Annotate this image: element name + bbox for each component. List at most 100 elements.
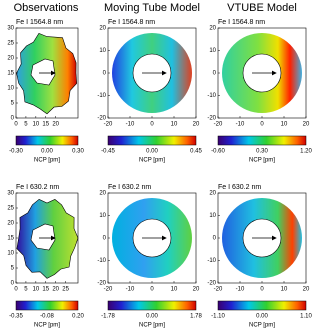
y-tick-label: -20 [97, 281, 106, 287]
colorbar-tick-label: 0.00 [146, 149, 158, 155]
y-tick-label: 20 [209, 26, 216, 32]
line-label: Fe I 1564.8 nm [108, 19, 155, 26]
y-tick-label: 30 [7, 26, 14, 32]
y-tick-label: 25 [7, 206, 14, 212]
line-label: Fe I 630.2 nm [218, 184, 261, 191]
x-tick-label: 10 [32, 122, 39, 128]
umbra [30, 58, 56, 86]
y-tick-label: 0 [213, 71, 217, 77]
x-tick-label: 0 [14, 122, 18, 128]
x-tick-label: -10 [126, 287, 135, 293]
x-tick-label: 5 [24, 287, 28, 293]
colorbar-tick-label: 0.00 [146, 314, 158, 320]
colorbar-label: NCP [pm] [249, 158, 275, 164]
y-tick-label: -10 [207, 93, 216, 99]
colorbar-tick-label: 1.78 [190, 314, 202, 320]
y-tick-label: 20 [7, 221, 14, 227]
y-tick-label: 10 [209, 48, 216, 54]
x-tick-label: -20 [104, 287, 113, 293]
colorbar-tick-label: -0.35 [9, 314, 23, 320]
y-tick-label: 20 [209, 191, 216, 197]
colorbar-tick-label: -0.08 [40, 314, 54, 320]
colorbar-tick-label: -0.60 [211, 149, 225, 155]
x-tick-label: 0 [14, 287, 18, 293]
colorbar-tick-label: 0.20 [72, 314, 84, 320]
colorbar-label: NCP [pm] [249, 323, 275, 329]
y-tick-label: 0 [103, 71, 107, 77]
y-tick-label: -20 [207, 116, 216, 122]
x-tick-label: 15 [42, 122, 49, 128]
x-tick-label: 10 [171, 287, 178, 293]
colorbar-tick-label: 1.20 [300, 149, 312, 155]
x-tick-label: 10 [281, 287, 288, 293]
y-tick-label: 20 [7, 56, 14, 62]
colorbar-tick-label: 0.00 [256, 314, 268, 320]
y-tick-label: 30 [7, 191, 14, 197]
column-title: Moving Tube Model [104, 2, 200, 14]
colorbar [15, 135, 79, 146]
colorbar-label: NCP [pm] [34, 158, 60, 164]
x-tick-label: -20 [214, 287, 223, 293]
colorbar-label: NCP [pm] [139, 323, 165, 329]
y-tick-label: -20 [207, 281, 216, 287]
x-tick-label: 0 [260, 287, 264, 293]
colorbar-tick-label: -1.78 [101, 314, 115, 320]
y-tick-label: 0 [11, 281, 15, 287]
colorbar [107, 135, 197, 146]
x-tick-label: 20 [52, 287, 59, 293]
y-tick-label: 0 [103, 236, 107, 242]
line-label: Fe I 630.2 nm [16, 184, 59, 191]
colorbar-tick-label: -1.10 [211, 314, 225, 320]
colorbar-tick-label: -0.30 [9, 149, 23, 155]
x-tick-label: 20 [303, 122, 310, 128]
x-tick-label: 10 [32, 287, 39, 293]
x-tick-label: -20 [214, 122, 223, 128]
y-tick-label: 5 [11, 266, 15, 272]
x-tick-label: 20 [303, 287, 310, 293]
y-tick-label: 15 [7, 236, 14, 242]
x-tick-label: -10 [126, 122, 135, 128]
y-tick-label: 0 [11, 116, 15, 122]
y-tick-label: 10 [99, 213, 106, 219]
colorbar-tick-label: 1.10 [300, 314, 312, 320]
column-title: Observations [14, 2, 79, 14]
colorbar-label: NCP [pm] [139, 158, 165, 164]
colorbar-label: NCP [pm] [34, 323, 60, 329]
colorbar [217, 300, 307, 311]
y-tick-label: 10 [7, 251, 14, 257]
line-label: Fe I 630.2 nm [108, 184, 151, 191]
y-tick-label: -20 [97, 116, 106, 122]
y-tick-label: 25 [7, 41, 14, 47]
x-tick-label: 10 [171, 122, 178, 128]
x-tick-label: 20 [193, 122, 200, 128]
x-tick-label: 20 [193, 287, 200, 293]
x-tick-label: 0 [260, 122, 264, 128]
x-tick-label: 15 [42, 287, 49, 293]
y-tick-label: -10 [97, 93, 106, 99]
y-tick-label: -10 [207, 258, 216, 264]
colorbar [15, 300, 79, 311]
x-tick-label: -10 [236, 287, 245, 293]
colorbar [107, 300, 197, 311]
y-tick-label: 0 [213, 236, 217, 242]
y-tick-label: -10 [97, 258, 106, 264]
x-tick-label: -10 [236, 122, 245, 128]
x-tick-label: 10 [281, 122, 288, 128]
x-tick-label: 5 [24, 122, 28, 128]
x-tick-label: 0 [150, 122, 154, 128]
y-tick-label: 15 [7, 71, 14, 77]
colorbar [217, 135, 307, 146]
colorbar-tick-label: 0.30 [256, 149, 268, 155]
y-tick-label: 5 [11, 101, 15, 107]
colorbar-tick-label: 0.45 [190, 149, 202, 155]
x-tick-label: -20 [104, 122, 113, 128]
column-title: VTUBE Model [227, 2, 297, 14]
y-tick-label: 20 [99, 191, 106, 197]
y-tick-label: 20 [99, 26, 106, 32]
line-label: Fe I 1564.8 nm [218, 19, 265, 26]
colorbar-tick-label: 0.00 [41, 149, 53, 155]
line-label: Fe I 1564.8 nm [16, 19, 63, 26]
colorbar-tick-label: -0.45 [101, 149, 115, 155]
x-tick-label: 25 [62, 287, 69, 293]
